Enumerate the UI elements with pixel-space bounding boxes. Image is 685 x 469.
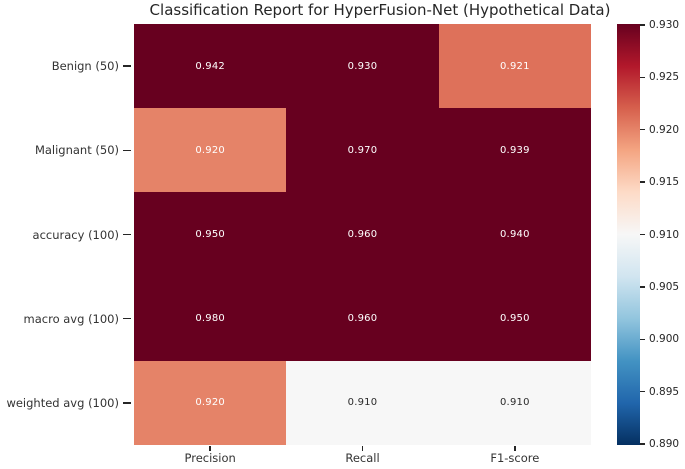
y-tick-mark bbox=[123, 233, 131, 236]
colorbar-tick-mark bbox=[640, 233, 645, 236]
heatmap-cell: 0.910 bbox=[286, 360, 439, 445]
colorbar-tick-label: 0.925 bbox=[649, 71, 680, 84]
heatmap-cell: 0.980 bbox=[134, 276, 287, 361]
y-tick-label: Malignant (50) bbox=[34, 143, 119, 158]
y-tick-mark bbox=[123, 402, 131, 404]
colorbar-tick-mark bbox=[640, 338, 645, 340]
colorbar-tick-label: 0.930 bbox=[649, 19, 680, 31]
y-tick-mark bbox=[123, 65, 131, 67]
heatmap-cell: 0.960 bbox=[286, 276, 439, 361]
heatmap-cell: 0.930 bbox=[286, 24, 439, 109]
y-tick-mark bbox=[123, 317, 131, 320]
colorbar-tick-mark bbox=[640, 129, 645, 131]
colorbar bbox=[617, 24, 640, 445]
colorbar-tick-label: 0.895 bbox=[649, 385, 680, 398]
colorbar-tick-mark bbox=[640, 181, 645, 183]
colorbar-tick-label: 0.920 bbox=[649, 123, 680, 136]
colorbar-tick-label: 0.905 bbox=[649, 280, 680, 293]
colorbar-tick-label: 0.890 bbox=[649, 438, 680, 450]
heatmap-cell: 0.970 bbox=[286, 108, 439, 193]
y-tick-label: Benign (50) bbox=[51, 59, 119, 74]
colorbar-tick-mark bbox=[640, 286, 645, 288]
heatmap: 0.942 0.930 0.921 0.920 0.970 0.939 0.950 0.960… bbox=[134, 24, 591, 445]
x-tick-mark bbox=[209, 446, 211, 451]
x-tick-label: Precision bbox=[184, 451, 236, 465]
colorbar-tick-mark bbox=[640, 24, 645, 26]
heatmap-cell: 0.950 bbox=[438, 276, 591, 361]
y-tick-label: weighted avg (100) bbox=[6, 395, 119, 410]
heatmap-cell: 0.939 bbox=[438, 108, 591, 193]
colorbar-tick-label: 0.910 bbox=[649, 228, 680, 241]
colorbar-tick-mark bbox=[640, 390, 645, 393]
chart-title: Classification Report for HyperFusion-Ne… bbox=[149, 1, 611, 19]
colorbar-tick-mark bbox=[640, 76, 645, 79]
colorbar-tick-mark bbox=[640, 443, 645, 445]
x-tick-mark bbox=[514, 446, 516, 451]
heatmap-cell: 0.910 bbox=[438, 360, 591, 445]
y-tick-label: macro avg (100) bbox=[23, 311, 119, 326]
colorbar-tick-label: 0.915 bbox=[649, 176, 680, 189]
x-tick-label: Recall bbox=[345, 451, 380, 465]
x-tick-label: F1-score bbox=[490, 451, 540, 465]
heatmap-cell: 0.960 bbox=[286, 192, 439, 277]
x-tick-mark bbox=[361, 446, 364, 451]
heatmap-cell: 0.940 bbox=[438, 192, 591, 277]
heatmap-cell: 0.920 bbox=[134, 108, 287, 193]
heatmap-cell: 0.920 bbox=[134, 360, 287, 445]
y-tick-label: accuracy (100) bbox=[32, 227, 119, 242]
colorbar-tick-label: 0.900 bbox=[649, 333, 680, 346]
heatmap-cell: 0.950 bbox=[134, 192, 287, 277]
heatmap-cell: 0.942 bbox=[134, 24, 287, 109]
heatmap-cell: 0.921 bbox=[438, 24, 591, 109]
y-tick-mark bbox=[123, 149, 131, 152]
